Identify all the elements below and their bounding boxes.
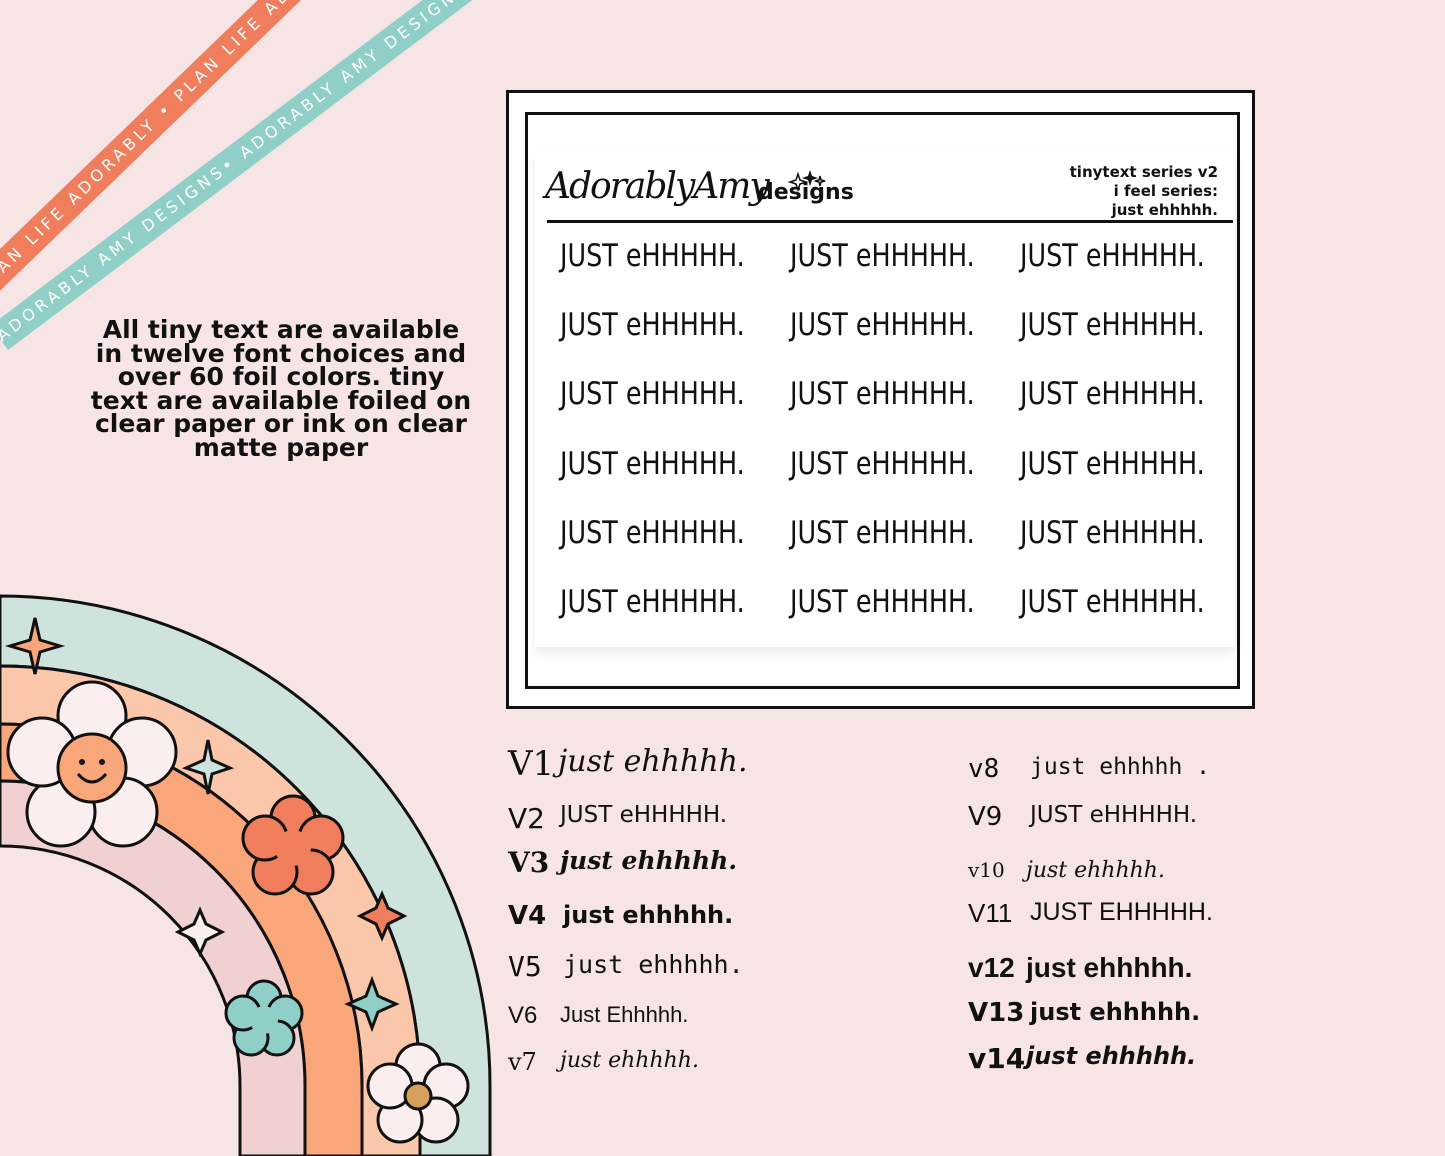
tiny-text-sticker: JUST eHHHHH.: [1020, 376, 1205, 412]
variant-sample-text: JUST EHHHHH.: [1030, 898, 1213, 926]
tiny-text-sticker: JUST eHHHHH.: [790, 376, 975, 412]
variant-sample-text: JUST eHHHHH.: [560, 802, 728, 828]
variant-number: V6: [508, 1002, 538, 1029]
sticker-sheet: [535, 152, 1235, 647]
variant-number: V4: [508, 901, 547, 931]
variant-sample-text: just ehhhhh.: [560, 846, 738, 875]
variant-sample-text: Just Ehhhhh.: [560, 1002, 689, 1027]
variant-number: v12: [968, 952, 1015, 983]
white-flower-icon: [366, 1042, 470, 1144]
tiny-text-sticker: JUST eHHHHH.: [1020, 515, 1205, 551]
tiny-text-sticker: JUST eHHHHH.: [560, 584, 745, 620]
availability-description: All tiny text are available in twelve fo…: [90, 315, 472, 462]
sheet-series-subtitle: i feel series:: [1113, 182, 1218, 200]
sheet-series-title: tinytext series v2: [1069, 163, 1218, 181]
variant-sample-text: JUST eHHHHH.: [1030, 802, 1198, 828]
tiny-text-sticker: JUST eHHHHH.: [560, 515, 745, 551]
tiny-text-sticker: JUST eHHHHH.: [560, 307, 745, 343]
variant-sample-text: just ehhhhh.: [1026, 952, 1193, 983]
variant-sample-text: just ehhhhh.: [563, 950, 744, 979]
sparkle-icon: [4, 617, 66, 675]
tiny-text-sticker: JUST eHHHHH.: [1020, 238, 1205, 274]
tiny-text-sticker: JUST eHHHHH.: [1020, 307, 1205, 343]
tiny-text-sticker: JUST eHHHHH.: [560, 446, 745, 482]
tiny-text-sticker: JUST eHHHHH.: [1020, 584, 1205, 620]
sparkle-icon: [174, 906, 226, 958]
variant-number: V2: [508, 802, 545, 835]
variant-number: V1: [508, 744, 555, 784]
sticker-grid: JUST eHHHHH. JUST eHHHHH. JUST eHHHHH. JUST…: [552, 238, 1232, 648]
sheet-info-block: tinytext series v2 i feel series: just e…: [1070, 163, 1218, 220]
tiny-text-sticker: JUST eHHHHH.: [790, 515, 975, 551]
variant-sample-text: just ehhhhh.: [1026, 858, 1165, 883]
variant-number: V13: [968, 998, 1025, 1028]
logo-sparkle-icon: [788, 170, 826, 192]
orange-flower-icon: [241, 794, 345, 896]
tiny-text-sticker: JUST eHHHHH.: [790, 238, 975, 274]
variant-sample-text: just ehhhhh.: [1030, 998, 1201, 1026]
variant-number: v14: [968, 1042, 1026, 1075]
tiny-text-sticker: JUST eHHHHH.: [790, 446, 975, 482]
brand-logo-script: AdorablyAmy: [545, 166, 770, 207]
teal-flower-icon: [224, 979, 304, 1057]
variant-number: v8: [968, 754, 1000, 784]
variant-sample-text: just ehhhhh.: [1026, 1042, 1197, 1070]
smiley-flower-icon: [6, 680, 178, 848]
sheet-header-divider: [547, 220, 1233, 223]
variant-sample-text: just ehhhhh.: [558, 744, 748, 779]
variant-sample-text: just ehhhhh.: [563, 901, 734, 929]
variant-number: v10: [968, 858, 1005, 882]
sparkle-icon: [181, 739, 235, 795]
variant-number: V9: [968, 802, 1003, 832]
tiny-text-sticker: JUST eHHHHH.: [790, 584, 975, 620]
variant-number: V5: [508, 950, 542, 983]
sparkle-icon: [356, 890, 408, 942]
variant-sample-text: just ehhhhh .: [1030, 754, 1211, 780]
sheet-sticker-name: just ehhhhh.: [1111, 201, 1218, 219]
variant-sample-text: just ehhhhh.: [560, 1048, 699, 1073]
sparkle-icon: [344, 975, 400, 1033]
brand-logo-word: designs: [758, 180, 854, 205]
tiny-text-sticker: JUST eHHHHH.: [790, 307, 975, 343]
rainbow-flower-illustration: [0, 594, 492, 1156]
variant-number: V11: [968, 898, 1013, 928]
variant-number: v7: [508, 1048, 537, 1076]
variant-number: V3: [508, 846, 550, 879]
tiny-text-sticker: JUST eHHHHH.: [560, 376, 745, 412]
tiny-text-sticker: JUST eHHHHH.: [1020, 446, 1205, 482]
tiny-text-sticker: JUST eHHHHH.: [560, 238, 745, 274]
